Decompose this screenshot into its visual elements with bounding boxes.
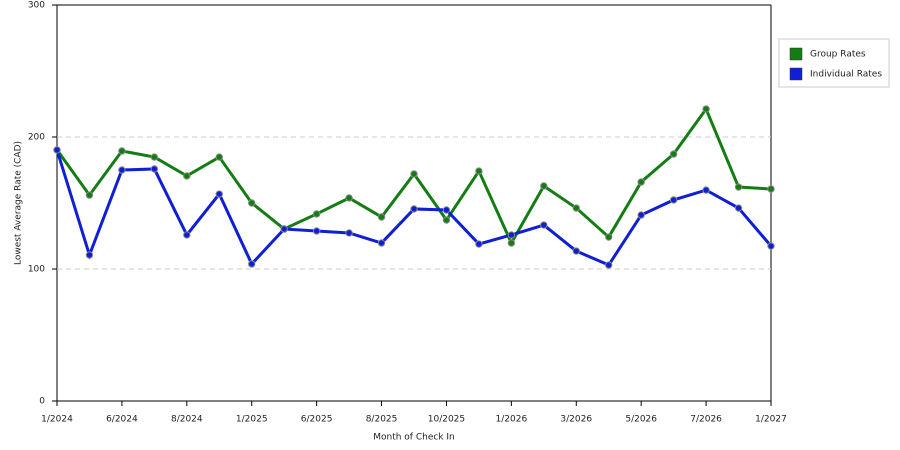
data-point <box>280 225 288 233</box>
data-point <box>215 153 223 161</box>
data-point <box>345 229 353 237</box>
data-point <box>702 186 710 194</box>
data-point <box>248 260 256 268</box>
data-point <box>53 146 61 154</box>
data-point <box>410 205 418 213</box>
data-point <box>605 233 613 241</box>
data-point <box>410 170 418 178</box>
x-tick-label: 8/2024 <box>171 415 203 425</box>
data-point <box>312 210 321 218</box>
data-point <box>734 183 743 191</box>
data-point <box>442 216 451 224</box>
legend-label: Individual Rates <box>810 70 882 80</box>
x-tick-label: 6/2025 <box>301 415 333 425</box>
x-tick-label: 5/2026 <box>625 415 657 425</box>
y-tick-label: 300 <box>28 1 45 11</box>
data-point <box>312 227 321 235</box>
data-point <box>215 190 223 198</box>
x-tick-label: 1/2026 <box>496 415 528 425</box>
y-tick-label: 200 <box>28 133 45 143</box>
data-point <box>150 153 159 161</box>
x-tick-label: 10/2025 <box>428 415 465 425</box>
data-point <box>669 196 678 204</box>
data-point <box>767 242 775 250</box>
data-point <box>150 165 159 173</box>
legend-swatch <box>789 47 803 61</box>
x-axis-title: Month of Check In <box>373 433 455 443</box>
data-point <box>118 166 126 174</box>
x-tick-label: 8/2025 <box>366 415 398 425</box>
data-point <box>605 261 613 269</box>
data-point <box>637 211 645 219</box>
data-point <box>767 185 775 193</box>
data-point <box>540 182 548 190</box>
data-point <box>183 231 191 239</box>
data-point <box>377 213 386 221</box>
data-point <box>442 206 451 214</box>
data-point <box>572 204 580 212</box>
data-point <box>377 239 386 247</box>
data-point <box>118 147 126 155</box>
legend-swatch <box>789 67 803 81</box>
data-point <box>475 240 483 248</box>
y-tick-label: 100 <box>28 265 45 275</box>
data-point <box>475 167 483 175</box>
data-point <box>702 105 710 113</box>
legend-label: Group Rates <box>810 50 866 60</box>
data-point <box>85 251 94 259</box>
data-point <box>572 247 580 255</box>
x-tick-label: 6/2024 <box>106 415 138 425</box>
x-tick-label: 1/2024 <box>41 415 73 425</box>
x-tick-label: 1/2027 <box>755 415 787 425</box>
x-tick-label: 1/2025 <box>236 415 268 425</box>
data-point <box>734 204 743 212</box>
x-tick-label: 3/2026 <box>560 415 592 425</box>
data-point <box>345 194 353 202</box>
data-point <box>540 221 548 229</box>
data-point <box>507 231 516 239</box>
data-point <box>85 191 94 199</box>
data-point <box>507 239 516 247</box>
y-tick-label: 0 <box>39 397 45 407</box>
data-point <box>669 150 678 158</box>
y-axis-title: Lowest Average Rate (CAD) <box>14 141 24 265</box>
x-tick-label: 7/2026 <box>690 415 722 425</box>
data-point <box>183 172 191 180</box>
data-point <box>637 178 645 186</box>
data-point <box>248 199 256 207</box>
